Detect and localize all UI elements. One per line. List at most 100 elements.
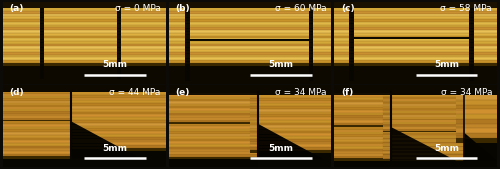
Polygon shape bbox=[383, 154, 464, 155]
Polygon shape bbox=[72, 134, 166, 137]
Polygon shape bbox=[334, 49, 497, 52]
Polygon shape bbox=[168, 99, 258, 101]
Polygon shape bbox=[72, 100, 166, 103]
Polygon shape bbox=[168, 154, 258, 157]
Polygon shape bbox=[168, 38, 332, 41]
Polygon shape bbox=[3, 63, 166, 66]
Polygon shape bbox=[3, 101, 71, 103]
Bar bbox=[334, 161, 497, 167]
Polygon shape bbox=[334, 8, 497, 11]
Polygon shape bbox=[334, 105, 392, 107]
Polygon shape bbox=[383, 99, 464, 101]
Polygon shape bbox=[334, 16, 497, 19]
Polygon shape bbox=[168, 22, 332, 25]
Polygon shape bbox=[168, 33, 332, 35]
Polygon shape bbox=[334, 151, 392, 154]
Polygon shape bbox=[383, 131, 464, 133]
Polygon shape bbox=[383, 136, 464, 138]
Polygon shape bbox=[3, 8, 166, 11]
Polygon shape bbox=[168, 16, 332, 19]
Bar bbox=[185, 8, 190, 80]
Polygon shape bbox=[3, 156, 71, 159]
Polygon shape bbox=[3, 27, 166, 30]
Polygon shape bbox=[250, 123, 332, 125]
Polygon shape bbox=[72, 145, 166, 148]
Polygon shape bbox=[383, 132, 464, 134]
Polygon shape bbox=[168, 136, 258, 139]
Polygon shape bbox=[250, 128, 332, 131]
Polygon shape bbox=[168, 139, 258, 141]
Polygon shape bbox=[334, 110, 392, 113]
Polygon shape bbox=[72, 103, 166, 106]
Bar bbox=[117, 8, 121, 75]
Polygon shape bbox=[3, 146, 71, 148]
Polygon shape bbox=[383, 147, 464, 148]
Polygon shape bbox=[168, 149, 258, 152]
Text: (f): (f) bbox=[341, 88, 353, 97]
Text: 5mm: 5mm bbox=[268, 60, 293, 69]
Polygon shape bbox=[3, 33, 166, 35]
Polygon shape bbox=[250, 98, 332, 101]
Polygon shape bbox=[383, 135, 464, 136]
Polygon shape bbox=[3, 25, 166, 27]
Polygon shape bbox=[72, 128, 166, 131]
Polygon shape bbox=[168, 63, 332, 66]
Polygon shape bbox=[168, 152, 258, 154]
Text: σ = 34 MPa: σ = 34 MPa bbox=[275, 88, 326, 97]
Polygon shape bbox=[334, 22, 497, 25]
Polygon shape bbox=[334, 14, 497, 16]
Polygon shape bbox=[258, 124, 323, 159]
Polygon shape bbox=[3, 94, 71, 96]
Polygon shape bbox=[168, 108, 258, 111]
Polygon shape bbox=[168, 122, 258, 125]
Polygon shape bbox=[3, 132, 71, 135]
Polygon shape bbox=[464, 133, 497, 161]
Polygon shape bbox=[383, 157, 464, 158]
Polygon shape bbox=[72, 117, 166, 120]
Polygon shape bbox=[334, 115, 392, 118]
Bar bbox=[3, 159, 71, 167]
Polygon shape bbox=[250, 134, 332, 136]
Polygon shape bbox=[3, 103, 71, 105]
Polygon shape bbox=[168, 19, 332, 22]
Polygon shape bbox=[3, 60, 166, 63]
Polygon shape bbox=[168, 60, 332, 63]
Polygon shape bbox=[72, 121, 142, 159]
Polygon shape bbox=[3, 35, 166, 38]
Polygon shape bbox=[383, 146, 464, 147]
Polygon shape bbox=[168, 11, 332, 14]
Polygon shape bbox=[334, 35, 497, 38]
Polygon shape bbox=[3, 52, 166, 55]
Polygon shape bbox=[168, 120, 258, 122]
Polygon shape bbox=[334, 41, 497, 44]
Bar bbox=[349, 37, 474, 39]
Polygon shape bbox=[334, 158, 392, 161]
Polygon shape bbox=[456, 114, 497, 119]
Polygon shape bbox=[3, 44, 166, 46]
Polygon shape bbox=[72, 140, 166, 142]
Polygon shape bbox=[3, 98, 71, 101]
Polygon shape bbox=[250, 120, 332, 123]
Bar bbox=[168, 85, 332, 95]
Polygon shape bbox=[168, 41, 332, 44]
Polygon shape bbox=[3, 57, 166, 60]
Bar bbox=[3, 85, 166, 92]
Polygon shape bbox=[168, 157, 258, 159]
Text: (b): (b) bbox=[175, 4, 190, 13]
Polygon shape bbox=[334, 149, 392, 151]
Polygon shape bbox=[3, 121, 71, 124]
Polygon shape bbox=[334, 120, 392, 123]
Bar bbox=[308, 63, 314, 81]
Bar bbox=[334, 66, 497, 84]
Polygon shape bbox=[168, 101, 258, 104]
Polygon shape bbox=[3, 92, 71, 94]
Polygon shape bbox=[72, 98, 166, 100]
Bar bbox=[185, 39, 314, 41]
Polygon shape bbox=[168, 92, 258, 94]
Polygon shape bbox=[72, 106, 166, 109]
Polygon shape bbox=[383, 106, 464, 108]
Polygon shape bbox=[334, 92, 392, 94]
Polygon shape bbox=[168, 57, 332, 60]
Polygon shape bbox=[168, 104, 258, 106]
Polygon shape bbox=[383, 97, 464, 99]
